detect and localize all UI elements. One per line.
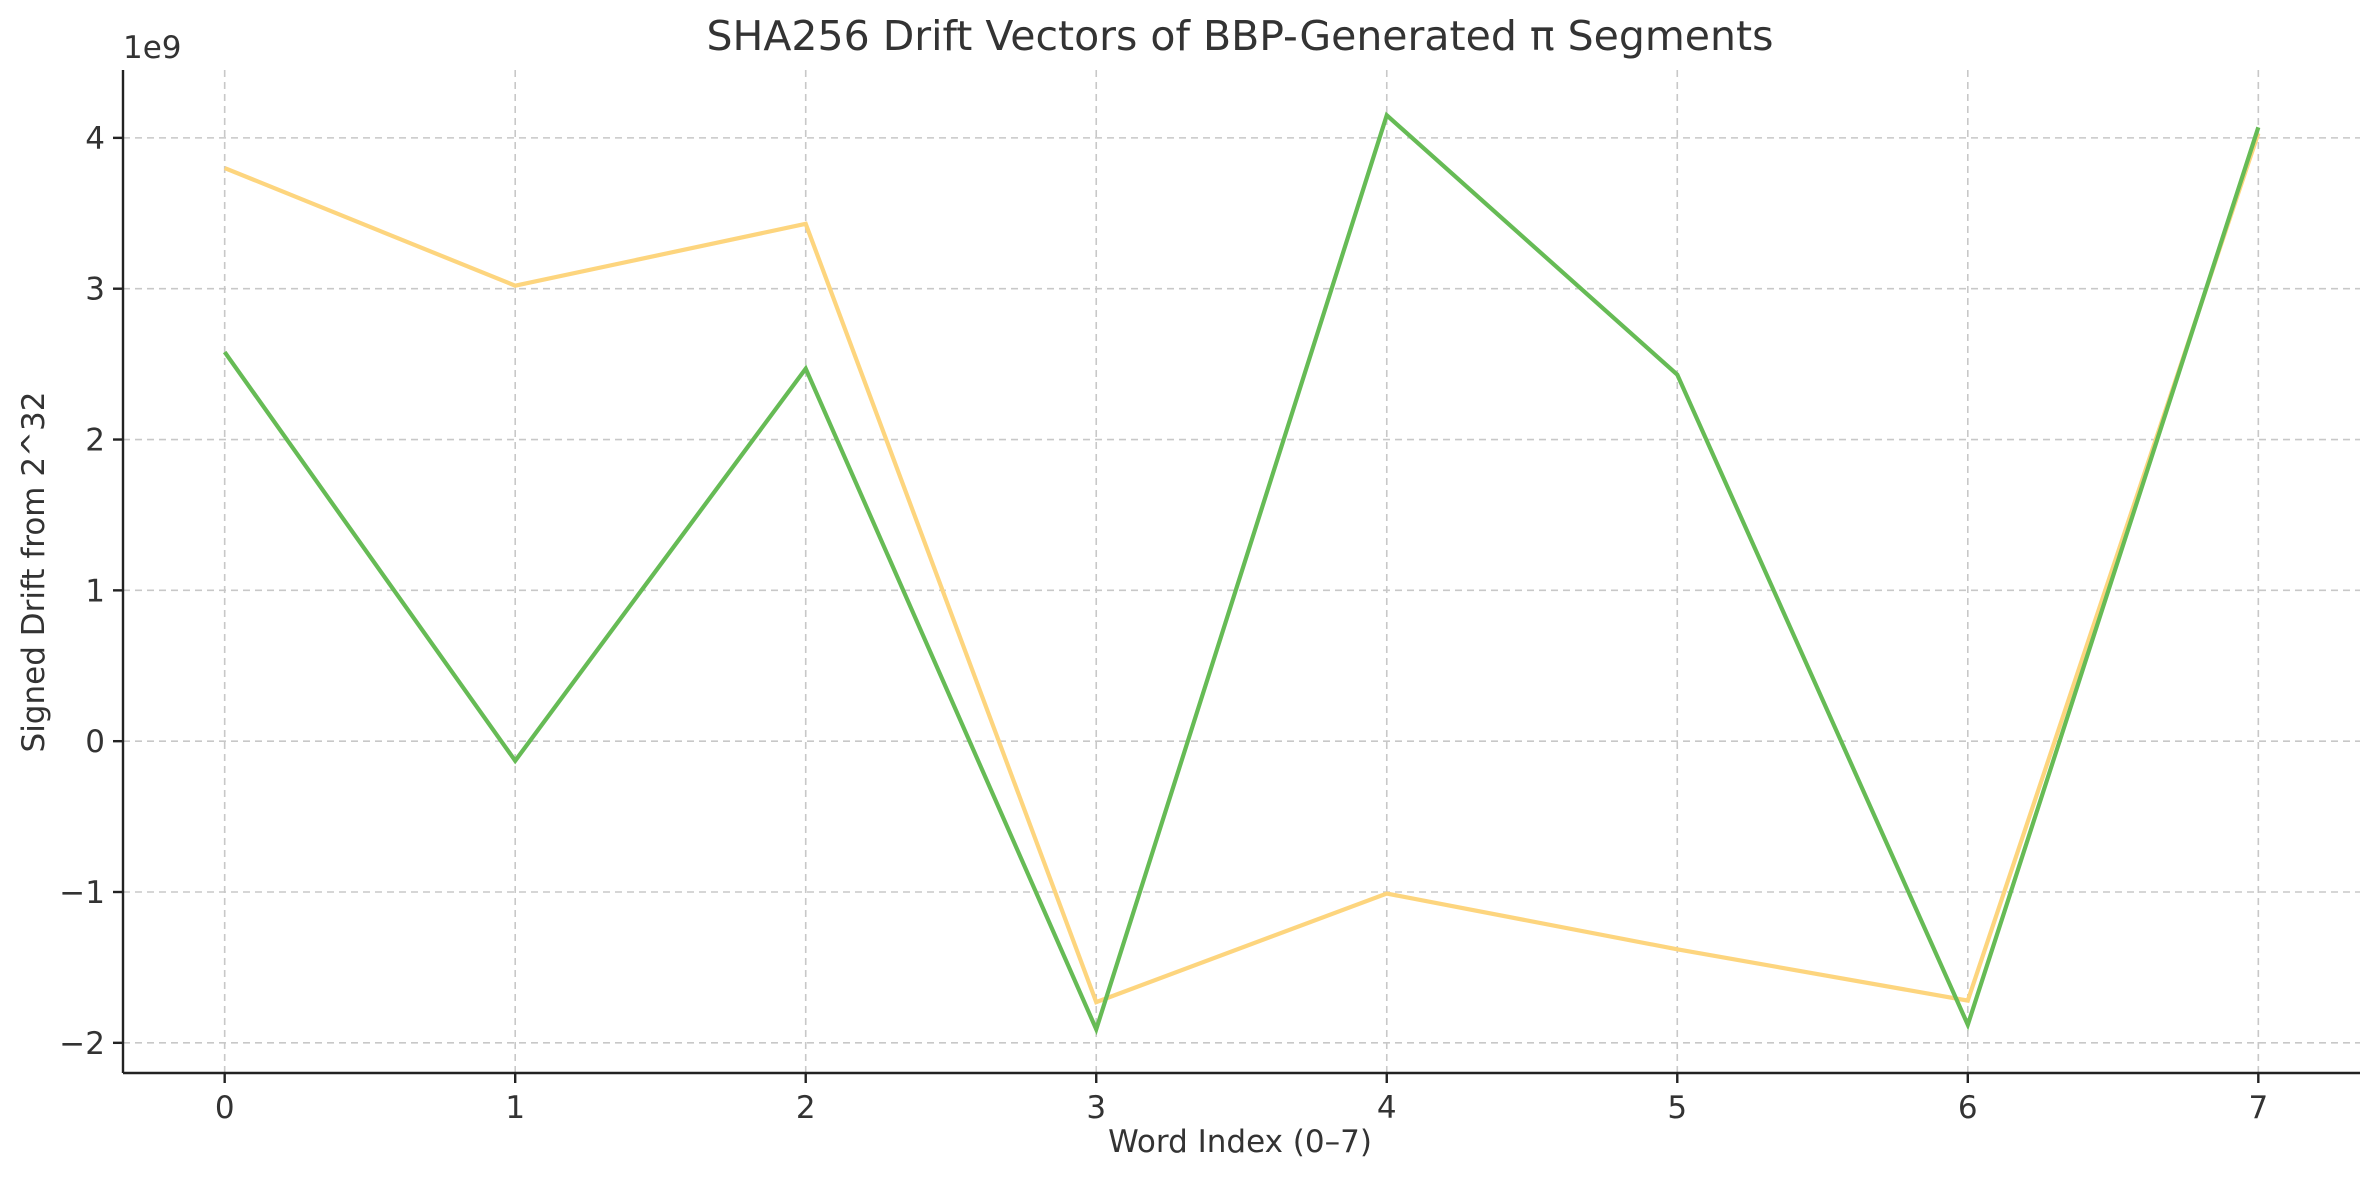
y-tick-label: 3 [85,272,105,308]
series-line-2 [222,111,2261,1036]
x-tick-label: 3 [1086,1090,1106,1126]
x-tick-label: 7 [2248,1090,2268,1126]
x-axis-label: Word Index (0–7) [1108,1124,1372,1160]
x-tick-label: 6 [1958,1090,1978,1126]
y-tick-label: −2 [59,1026,105,1062]
x-tick-label: 0 [215,1090,235,1126]
x-tick-label: 5 [1667,1090,1687,1126]
series-lines [222,111,2261,1036]
y-axis-offset-label: 1e9 [123,30,182,66]
y-tick-label: −1 [59,875,105,911]
x-tick-label: 1 [505,1090,525,1126]
grid [123,70,2360,1073]
y-tick-label: 4 [85,121,105,157]
y-tick-label: 2 [85,423,105,459]
x-tick-label: 4 [1377,1090,1397,1126]
series-line-1 [223,132,2261,1005]
y-tick-label: 0 [85,724,105,760]
axes: 0 1 2 3 4 5 6 7 −2 −1 0 1 2 3 4 [59,70,2360,1126]
y-tick-label: 1 [85,573,105,609]
y-axis-label: Signed Drift from 2^32 [16,392,52,753]
chart-title: SHA256 Drift Vectors of BBP-Generated π … [707,12,1774,60]
x-tick-label: 2 [796,1090,816,1126]
